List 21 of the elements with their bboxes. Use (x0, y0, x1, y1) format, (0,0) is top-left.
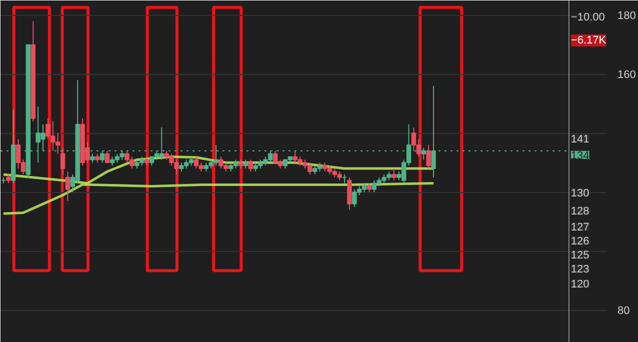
text: 125 (570, 250, 590, 262)
text: 123 (570, 264, 590, 276)
text: −6.17K (570, 34, 607, 46)
y-tick-label: 80 (618, 305, 630, 318)
text: 120 (570, 278, 590, 290)
candlestick (248, 159, 253, 172)
candlestick (60, 147, 66, 175)
candlestick (392, 168, 396, 181)
text: 130 (570, 188, 590, 200)
y-tick-label: 180 (618, 10, 636, 22)
ref-line-label: 134 (570, 150, 590, 162)
candlestick (104, 150, 110, 164)
text: 141 (570, 134, 590, 146)
candlestick (65, 171, 70, 202)
text: 127 (570, 222, 590, 234)
candlestick (347, 176, 352, 210)
text: −10.00 (570, 12, 605, 24)
text: 128 (570, 206, 590, 218)
candlestick (426, 144, 431, 170)
y-tick-label: 160 (618, 69, 636, 82)
text: 126 (570, 236, 590, 248)
